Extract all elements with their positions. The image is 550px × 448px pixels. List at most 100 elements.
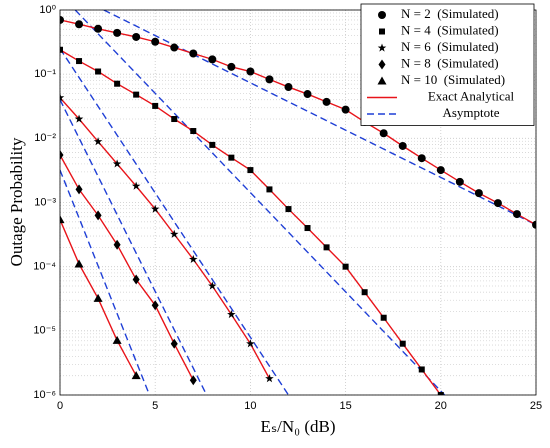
x-tick-label: 20: [435, 400, 447, 412]
marker: [75, 20, 84, 29]
x-tick-label: 15: [339, 400, 351, 412]
marker: [60, 149, 64, 160]
marker: [189, 375, 197, 386]
marker: [284, 83, 293, 92]
marker: [208, 55, 217, 64]
marker: [474, 189, 483, 198]
y-tick-label: 10⁻¹: [34, 68, 56, 80]
marker: [377, 76, 387, 85]
legend-box: [360, 3, 535, 126]
y-tick-label: 10⁻⁶: [33, 389, 56, 401]
marker: [151, 37, 160, 46]
marker: [60, 15, 64, 24]
marker: [113, 28, 122, 37]
marker: [378, 59, 386, 70]
marker: [322, 97, 331, 106]
x-axis-label: Eₛ/N₀ (dB): [260, 417, 335, 436]
marker: [285, 206, 292, 213]
marker: [131, 181, 141, 190]
marker: [93, 137, 103, 146]
legend-label: Exact Analytical: [428, 88, 515, 103]
marker: [113, 239, 121, 250]
x-tick-label: 0: [57, 400, 63, 412]
marker: [398, 141, 407, 150]
marker: [150, 204, 160, 213]
analytical-line: [60, 97, 271, 379]
marker: [227, 62, 236, 71]
marker: [94, 24, 103, 33]
marker: [74, 259, 84, 268]
marker: [379, 129, 388, 138]
y-tick-label: 10⁻²: [34, 132, 56, 144]
marker: [189, 254, 198, 263]
marker: [380, 314, 387, 321]
marker: [417, 154, 426, 163]
marker: [512, 210, 521, 219]
marker: [132, 274, 140, 285]
marker: [378, 11, 386, 19]
marker: [227, 309, 236, 319]
x-tick-label: 25: [530, 400, 542, 412]
marker: [323, 244, 330, 251]
marker: [60, 93, 65, 102]
marker: [189, 49, 198, 58]
marker: [246, 67, 255, 76]
marker: [361, 289, 368, 296]
x-tick-label: 5: [152, 400, 158, 412]
y-axis-label: Outage Probability: [7, 137, 26, 266]
plot: [60, 10, 536, 395]
marker: [171, 116, 178, 123]
marker: [304, 225, 311, 232]
y-tick-label: 10⁰: [39, 4, 56, 16]
marker: [379, 28, 385, 35]
marker: [303, 90, 312, 99]
marker: [170, 338, 178, 349]
legend-label: N = 10 (Simulated): [401, 72, 505, 87]
marker: [377, 43, 387, 52]
marker: [265, 75, 274, 84]
asymptote-line: [60, 169, 151, 395]
legend-label: N = 6 (Simulated): [401, 39, 499, 54]
asymptote-line: [60, 48, 290, 395]
marker: [265, 374, 274, 383]
marker: [131, 371, 141, 380]
marker: [93, 293, 103, 302]
marker: [132, 32, 141, 41]
marker: [75, 184, 83, 195]
marker: [60, 46, 63, 53]
analytical-line: [60, 154, 194, 381]
marker: [74, 114, 84, 123]
marker: [209, 141, 216, 148]
x-tick-label: 10: [244, 400, 256, 412]
marker: [437, 392, 444, 395]
marker: [399, 340, 406, 347]
marker: [94, 210, 102, 221]
marker: [266, 186, 273, 193]
marker: [436, 166, 445, 175]
marker: [76, 58, 83, 65]
marker: [228, 154, 235, 161]
marker: [60, 215, 65, 224]
marker: [152, 102, 159, 109]
marker: [532, 220, 536, 229]
marker: [95, 68, 102, 75]
y-tick-label: 10⁻⁴: [33, 261, 56, 273]
marker: [190, 128, 197, 135]
marker: [342, 263, 349, 270]
marker: [170, 43, 179, 52]
legend-label: N = 8 (Simulated): [401, 55, 499, 70]
marker: [341, 105, 350, 114]
legend-label: N = 4 (Simulated): [401, 22, 499, 37]
marker: [151, 300, 159, 311]
marker: [114, 80, 121, 87]
y-tick-label: 10⁻³: [34, 196, 56, 208]
y-tick-label: 10⁻⁵: [33, 325, 56, 337]
marker: [493, 199, 502, 208]
legend-label: Asymptote: [442, 105, 499, 120]
marker: [112, 159, 122, 168]
marker: [133, 91, 140, 98]
marker: [418, 366, 425, 373]
marker: [246, 339, 255, 348]
marker: [112, 335, 122, 344]
